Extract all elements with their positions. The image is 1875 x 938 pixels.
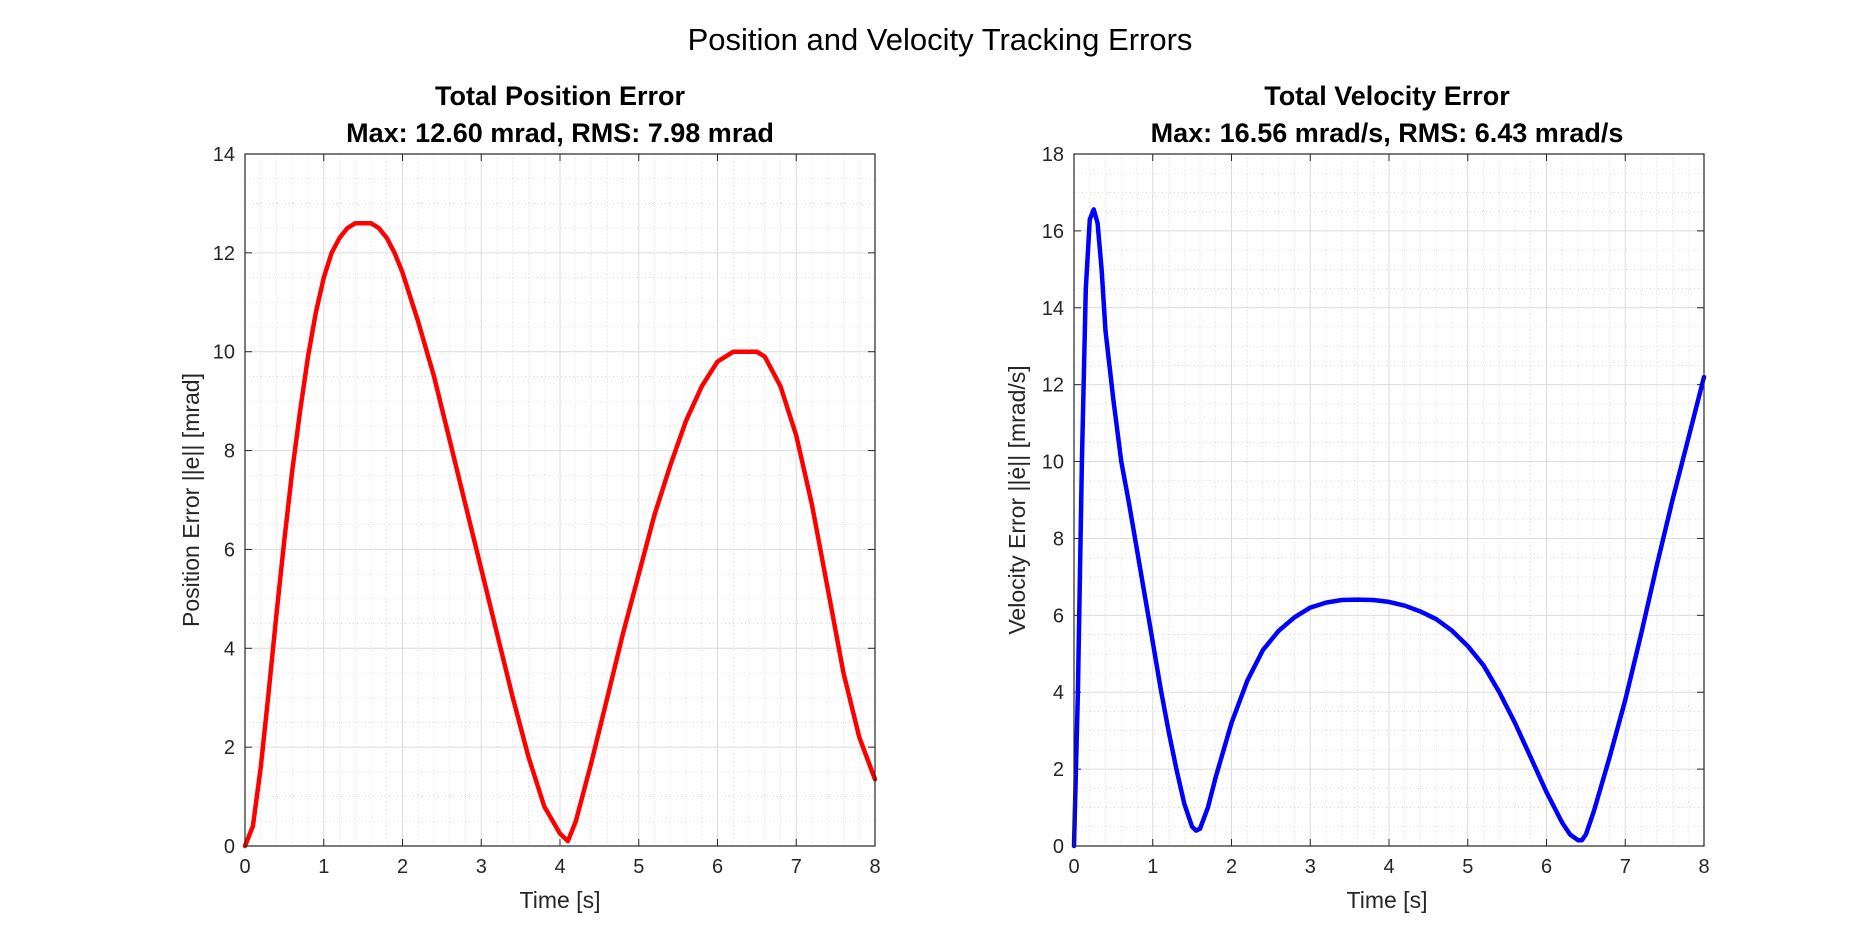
position-x-tick-label: 5 <box>633 856 644 878</box>
velocity-x-tick-label: 2 <box>1226 856 1237 878</box>
position-x-tick-label: 0 <box>239 856 250 878</box>
position-y-tick-label: 0 <box>224 836 235 858</box>
position-x-tick-label: 7 <box>791 856 802 878</box>
velocity-error-line <box>1071 207 1707 849</box>
velocity-x-tick-label: 0 <box>1068 856 1079 878</box>
position-y-tick-label: 4 <box>224 638 235 660</box>
velocity-x-tick-label: 4 <box>1383 856 1394 878</box>
velocity-y-tick-label: 18 <box>1042 144 1064 166</box>
velocity-y-tick-label: 4 <box>1053 682 1064 704</box>
position-x-axis-label: Time [s] <box>520 887 601 913</box>
velocity-series <box>1071 207 1707 849</box>
position-x-tick-label: 2 <box>397 856 408 878</box>
velocity-x-axis-label: Time [s] <box>1347 887 1428 913</box>
velocity-x-tick-label: 3 <box>1305 856 1316 878</box>
velocity-y-tick-label: 0 <box>1053 836 1064 858</box>
figure-title: Position and Velocity Tracking Errors <box>688 22 1193 57</box>
velocity-x-tick-label: 1 <box>1147 856 1158 878</box>
position-x-tick-label: 1 <box>318 856 329 878</box>
position-error-line <box>242 220 878 849</box>
velocity-y-tick-label: 2 <box>1053 759 1064 781</box>
position-panel-title: Total Position Error <box>435 81 686 111</box>
velocity-panel-title: Total Velocity Error <box>1264 81 1510 111</box>
position-grid <box>244 153 876 847</box>
velocity-axes-box <box>1073 153 1705 847</box>
velocity-x-tick-label: 8 <box>1698 856 1709 878</box>
position-error-panel: Total Position Error Max: 12.60 mrad, RM… <box>178 81 881 913</box>
position-panel-subtitle: Max: 12.60 mrad, RMS: 7.98 mrad <box>346 118 774 148</box>
velocity-y-tick-label: 16 <box>1042 221 1064 243</box>
position-y-tick-label: 8 <box>224 441 235 463</box>
velocity-x-tick-label: 6 <box>1541 856 1552 878</box>
position-axes-box <box>244 153 876 847</box>
position-y-axis-label: Position Error ||e|| [mrad] <box>178 373 204 627</box>
position-series <box>242 220 878 849</box>
position-x-tick-label: 3 <box>476 856 487 878</box>
velocity-error-panel: Total Velocity Error Max: 16.56 mrad/s, … <box>1004 81 1710 913</box>
position-y-tick-label: 12 <box>213 243 235 265</box>
position-y-tick-label: 6 <box>224 539 235 561</box>
position-x-tick-label: 4 <box>554 856 565 878</box>
position-y-tick-label: 14 <box>213 144 235 166</box>
velocity-x-tick-label: 7 <box>1620 856 1631 878</box>
position-y-tick-label: 10 <box>213 342 235 364</box>
velocity-y-tick-label: 14 <box>1042 298 1064 320</box>
position-x-tick-label: 6 <box>712 856 723 878</box>
position-x-tick-label: 8 <box>869 856 880 878</box>
velocity-y-tick-label: 6 <box>1053 605 1064 627</box>
velocity-y-tick-label: 10 <box>1042 452 1064 474</box>
velocity-y-axis-label: Velocity Error ||ė|| [mrad/s] <box>1004 365 1030 634</box>
velocity-y-tick-label: 12 <box>1042 375 1064 397</box>
velocity-x-tick-label: 5 <box>1462 856 1473 878</box>
velocity-y-tick-label: 8 <box>1053 528 1064 550</box>
velocity-panel-subtitle: Max: 16.56 mrad/s, RMS: 6.43 mrad/s <box>1151 118 1624 148</box>
position-y-tick-label: 2 <box>224 737 235 759</box>
velocity-grid <box>1073 153 1705 847</box>
